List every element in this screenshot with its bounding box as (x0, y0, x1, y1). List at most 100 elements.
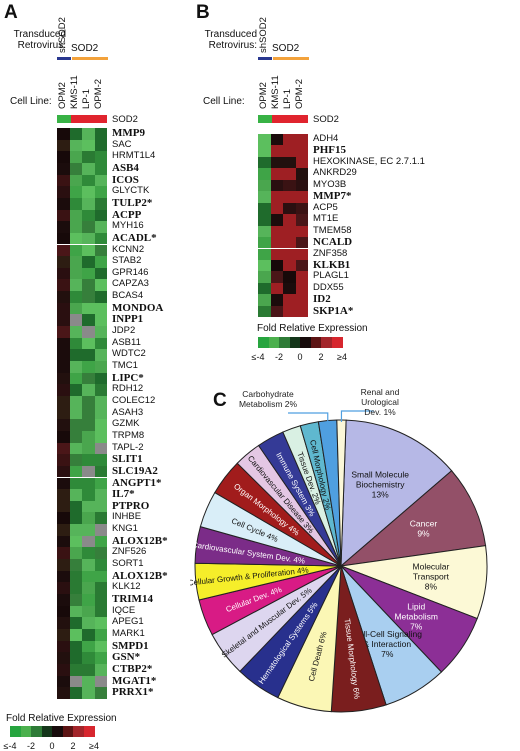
gene-label: ASB11 (112, 336, 141, 348)
heatmap-cell (270, 248, 283, 260)
heatmap-cell (94, 256, 107, 268)
panel-letter-a: A (4, 2, 18, 23)
heatmap-cell (258, 294, 271, 306)
heatmap-cell (270, 237, 283, 249)
heatmap-cell (69, 279, 82, 292)
sod2-bar-b (273, 57, 309, 60)
heatmap-cell (94, 512, 107, 525)
heatmap-cell (69, 128, 82, 140)
heatmap-cell (57, 419, 70, 431)
heatmap-cell (283, 237, 296, 249)
pie-slice-label: Lipid Metabolism 7% (394, 601, 437, 631)
heatmap-cell (82, 594, 95, 606)
heatmap-cell (82, 605, 95, 618)
gene-label: MMP9 (112, 127, 145, 139)
gene-label: APEG1 (112, 616, 144, 628)
scale-swatch (10, 726, 21, 737)
heatmap-cell (69, 582, 82, 594)
scale-label: ≥4 (337, 352, 347, 362)
heatmap-cell (94, 174, 107, 187)
heatmap-cell (94, 675, 107, 688)
heatmap-cell (82, 186, 95, 198)
sod2-row-cell-a1 (57, 115, 71, 123)
heatmap-cell (57, 256, 70, 268)
heatmap-cell (69, 151, 82, 163)
scale-swatch (310, 337, 322, 348)
heatmap-cell (258, 271, 271, 283)
shsod2-bar-b (258, 57, 272, 60)
heatmap-cell (69, 314, 82, 327)
shsod2-bar-a (57, 57, 71, 60)
heatmap-cell (69, 186, 82, 198)
gene-label: MMP7* (313, 190, 352, 203)
gene-label: TAPL-2 (112, 441, 144, 453)
heatmap-cell (258, 225, 271, 238)
heatmap-cell (295, 294, 308, 306)
heatmap-cell (258, 237, 271, 249)
gene-label: PHF15 (313, 144, 346, 157)
heatmap-cell (94, 267, 107, 280)
gene-label: ASAH3 (112, 406, 144, 418)
scale-swatch (31, 726, 42, 737)
heatmap-cell (69, 442, 82, 455)
gene-label: HRMT1L4 (112, 150, 156, 162)
heatmap-cell (57, 594, 70, 606)
heatmap-cell (82, 675, 95, 688)
heatmap-cell (57, 535, 70, 548)
heatmap-cell (283, 179, 296, 192)
heatmap-cell (82, 232, 95, 245)
heatmap-cell (82, 139, 95, 152)
gene-label: KCNN2 (112, 243, 145, 255)
heatmap-cell (57, 349, 70, 361)
heatmap-cell (94, 430, 107, 443)
heatmap-cell (57, 652, 70, 664)
cell-line-label: LP-1 (81, 88, 92, 109)
heatmap-cell (82, 372, 95, 385)
heatmap-cell (295, 259, 308, 272)
heatmap-cell (295, 237, 308, 249)
heatmap-cell (94, 395, 107, 408)
heatmap-cell (283, 294, 296, 306)
heatmap-cell (258, 134, 271, 146)
heatmap-cell (69, 209, 82, 222)
scale-swatch (279, 337, 290, 348)
scale-swatch (268, 337, 280, 348)
shsod2-label-a: shSOD2 (57, 17, 68, 53)
heatmap-cell (57, 221, 70, 233)
heatmap-cell (69, 594, 82, 606)
sod2-row-cell-a2 (71, 115, 107, 123)
fold-label-b: Fold Relative Expression (257, 323, 368, 334)
heatmap-cell (295, 156, 308, 169)
heatmap-cell (283, 202, 296, 215)
heatmap-cell (94, 640, 107, 653)
heatmap-cell (57, 430, 70, 443)
heatmap-cell (258, 191, 271, 203)
heatmap-cell (69, 535, 82, 548)
gene-label: ADH4 (313, 133, 339, 144)
gene-label: ZNF526 (112, 546, 147, 558)
heatmap-cell (69, 384, 82, 396)
heatmap-cell (57, 605, 70, 618)
heatmap-cell (270, 156, 283, 169)
heatmap-cell (94, 139, 107, 152)
heatmap-cell (94, 594, 107, 606)
gene-label: WDTC2 (112, 348, 146, 360)
heatmap-cell (82, 291, 95, 303)
heatmap-cell (82, 628, 95, 641)
heatmap-cell (69, 349, 82, 361)
heatmap-cell (82, 535, 95, 548)
gene-label: TULP2* (112, 196, 153, 209)
gene-label: SLIT1 (112, 453, 143, 466)
heatmap-cell (69, 687, 82, 699)
heatmap-cell (57, 617, 70, 629)
pie-slice-label: Cancer 9% (410, 519, 438, 539)
heatmap-cell (57, 384, 70, 396)
heatmap-cell (57, 197, 70, 210)
scale-label: ≥4 (89, 741, 99, 751)
heatmap-cell (57, 267, 70, 280)
heatmap-cell (270, 225, 283, 238)
gene-label: GZMK (112, 418, 140, 430)
heatmap-cell (69, 663, 82, 676)
heatmap-cell (283, 191, 296, 203)
heatmap-cell (283, 214, 296, 226)
